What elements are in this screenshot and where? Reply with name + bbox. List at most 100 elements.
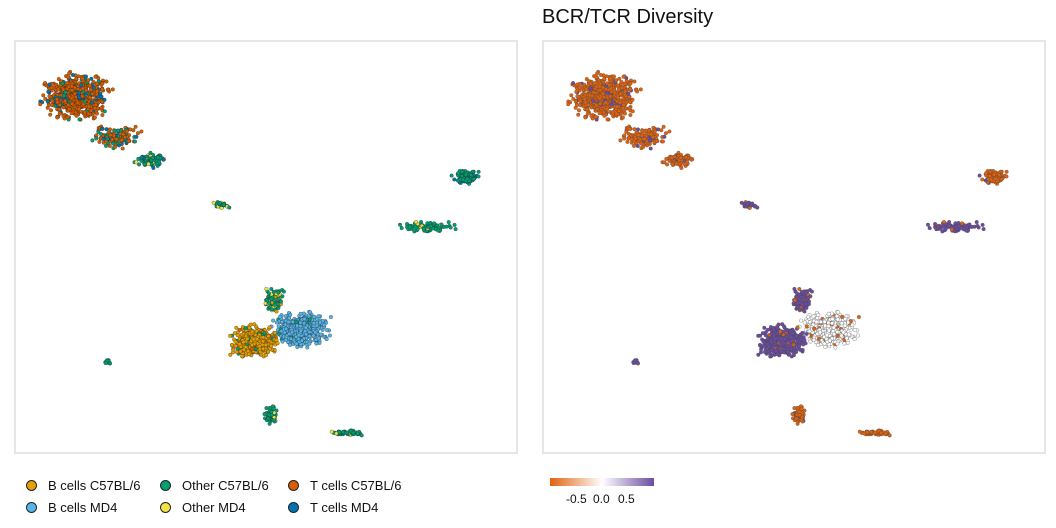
cell-point (253, 347, 258, 351)
cell-point (294, 319, 299, 324)
cell-point (452, 222, 457, 227)
cell-point (263, 353, 268, 358)
cell-point (829, 311, 834, 316)
cell-point (98, 131, 103, 136)
cell-point (47, 82, 52, 87)
cell-point (794, 416, 799, 421)
cell-point (432, 221, 437, 226)
cell-point (573, 105, 578, 110)
cell-point (804, 290, 809, 295)
cell-point (290, 330, 295, 335)
cell-point (249, 347, 254, 352)
cell-point (72, 91, 77, 96)
cell-point (765, 327, 770, 332)
cell-point (70, 73, 75, 77)
cell-point (941, 224, 946, 229)
cell-point (578, 98, 583, 103)
cell-point (976, 225, 981, 230)
cell-point (110, 87, 115, 92)
cell-point (793, 298, 797, 303)
cell-point (811, 337, 816, 342)
cell-point (633, 87, 638, 92)
cell-point (337, 430, 342, 435)
cell-point (802, 309, 807, 314)
cell-point (70, 101, 75, 106)
cell-point (615, 83, 620, 88)
cell-point (661, 139, 665, 144)
cell-point (834, 314, 839, 319)
cell-point (853, 328, 858, 333)
cell-point (308, 310, 313, 315)
cell-point (91, 80, 96, 84)
cell-point (589, 87, 594, 92)
cell-point (665, 162, 670, 167)
cell-point (597, 96, 602, 101)
cell-point (328, 315, 333, 319)
cell-point (593, 115, 598, 119)
cell-point (283, 337, 288, 342)
cell-point (818, 319, 823, 324)
cell-point (682, 161, 687, 166)
cell-point (50, 98, 55, 103)
cell-point (237, 327, 242, 332)
cell-point (276, 306, 281, 310)
cell-point (679, 166, 684, 170)
cell-point (80, 76, 85, 81)
cell-point (595, 71, 600, 76)
cell-point (80, 86, 85, 91)
cell-point (108, 133, 113, 138)
cell-point (804, 331, 809, 336)
cell-point (619, 80, 624, 84)
cell-point (583, 115, 588, 120)
cell-point (266, 334, 271, 339)
cell-point (674, 161, 679, 166)
cell-point (617, 76, 622, 81)
cell-point (598, 73, 603, 77)
cell-point (628, 113, 633, 117)
cell-point (632, 127, 637, 132)
cell-point (762, 350, 767, 354)
cell-point (156, 155, 160, 160)
cell-point (398, 222, 402, 227)
cell-point (856, 315, 861, 319)
cell-point (667, 129, 672, 134)
cell-point (294, 341, 299, 346)
cell-point (822, 341, 827, 346)
cell-point (279, 299, 283, 304)
cell-point (119, 138, 124, 143)
cell-point (1004, 174, 1009, 179)
cell-point (661, 124, 666, 129)
cell-point (99, 126, 104, 131)
cell-point (86, 104, 91, 109)
cell-point (850, 322, 855, 327)
cell-point (288, 342, 293, 347)
cell-point (964, 228, 969, 233)
cell-point (778, 343, 782, 348)
cell-point (614, 78, 619, 83)
cell-point (311, 333, 316, 338)
cell-point (65, 81, 70, 85)
cell-point (274, 338, 279, 343)
cell-point (809, 289, 814, 294)
cell-point (97, 139, 102, 144)
cell-point (808, 294, 813, 299)
cell-point (789, 335, 794, 340)
cell-point (804, 306, 809, 310)
cell-point (276, 331, 281, 336)
cell-point (818, 330, 823, 335)
cell-point (322, 322, 327, 327)
cell-point (355, 431, 360, 436)
cell-point (980, 222, 985, 227)
cell-point (465, 176, 470, 181)
cell-point (597, 84, 602, 89)
cell-point (66, 102, 71, 107)
cell-point (651, 135, 655, 140)
cell-point (855, 333, 860, 338)
cell-point (151, 166, 156, 170)
cell-point (763, 333, 768, 338)
cell-point (835, 330, 840, 334)
cell-point (146, 161, 151, 166)
cell-point (749, 202, 754, 207)
cell-point (45, 105, 50, 110)
cell-point (840, 314, 845, 319)
